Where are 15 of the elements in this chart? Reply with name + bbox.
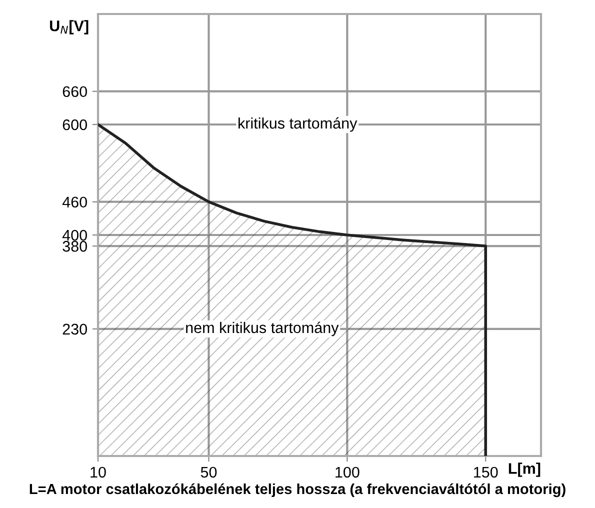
y-tick-label: 230 <box>62 324 87 335</box>
y-tick-label: 460 <box>62 196 87 208</box>
annotation: nem kritikus tartomány <box>186 322 339 336</box>
y-axis-title: U$_{N}$[V] <box>50 20 88 34</box>
y-tick-label: 600 <box>62 119 87 130</box>
x-tick-label: 150 <box>474 466 498 478</box>
x-axis-title: L[m] <box>508 462 540 477</box>
annotation: kritikus tartomány <box>238 117 358 132</box>
x-tick-label: 100 <box>336 466 360 478</box>
y-tick-label: 400 <box>62 230 87 241</box>
y-tick-label: 660 <box>62 86 87 98</box>
text: L=A motor csatlakozókábelének teljes hossza (a frekvenciaváltótól a motorig) <box>30 483 566 498</box>
x-tick-label: 50 <box>200 466 217 478</box>
x-tick-label: 10 <box>90 466 106 478</box>
y-tick-label: 380 <box>62 240 87 252</box>
